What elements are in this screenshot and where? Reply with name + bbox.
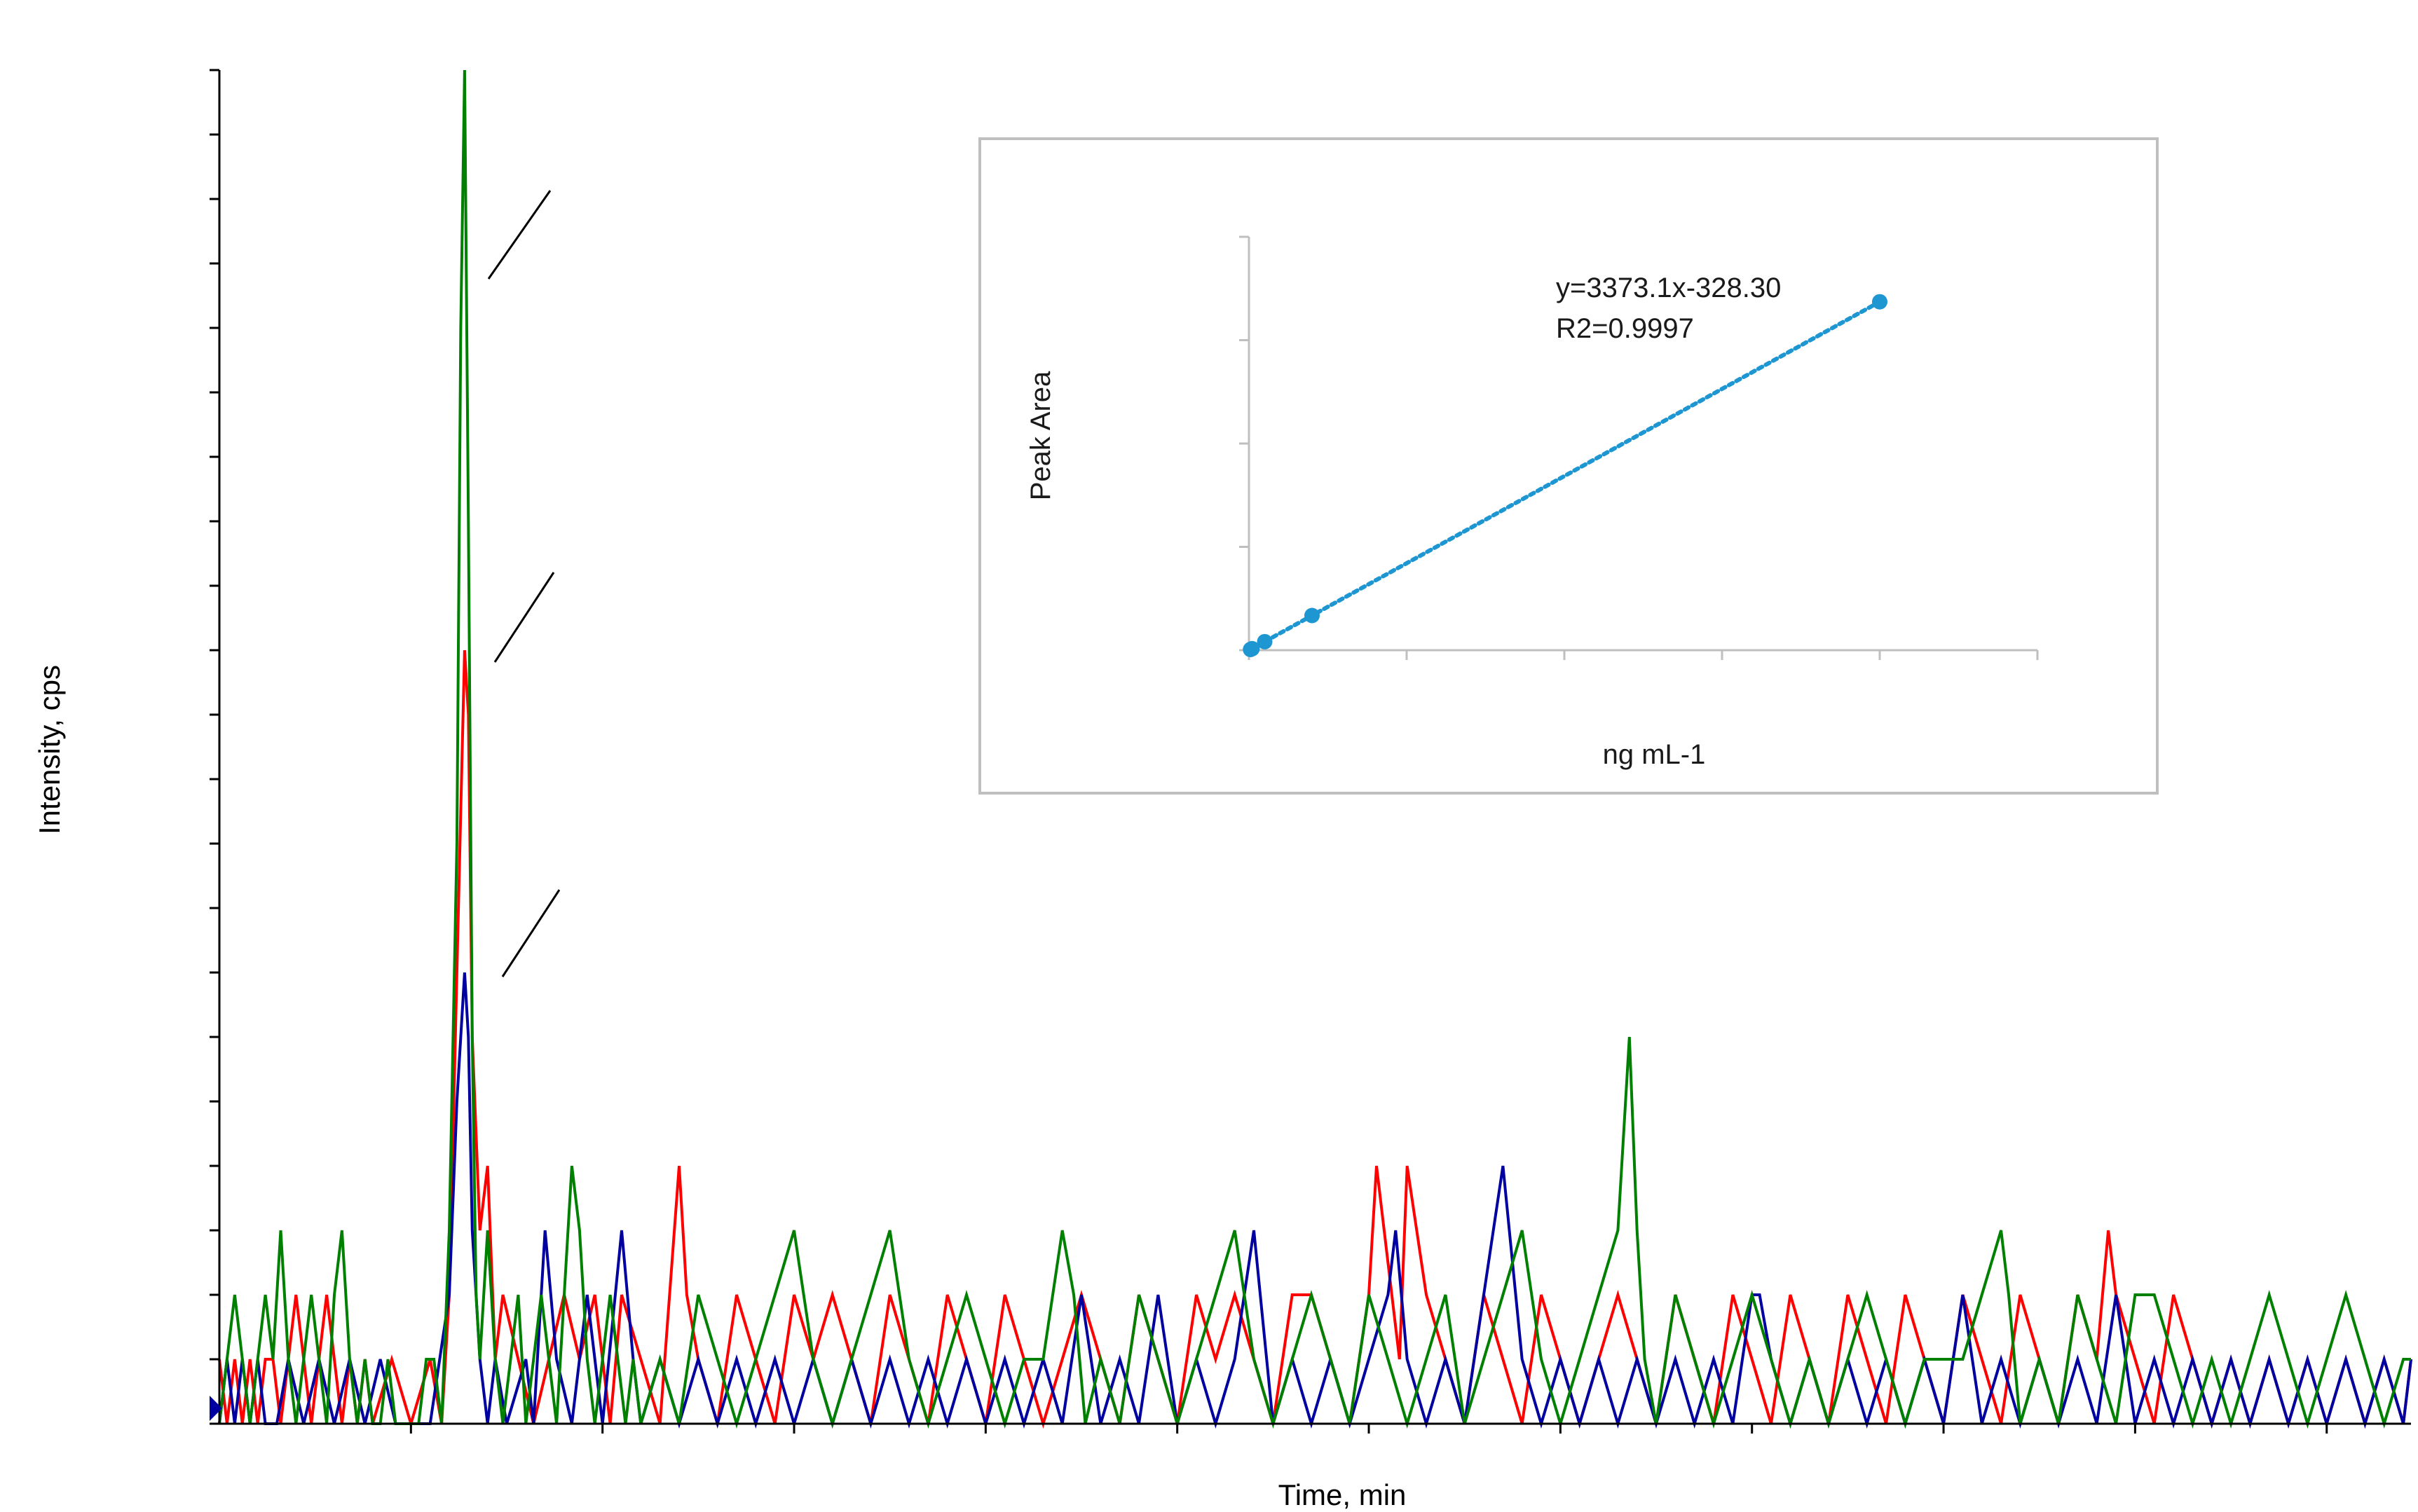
chromatogram-y-axis-label: Intensity, cps: [33, 665, 66, 834]
annotation-leader-cin-3: [501, 889, 561, 977]
chromatogram-annotations: [487, 190, 561, 977]
inset-data-point: [1244, 640, 1260, 657]
inset-trendline-layer: [1248, 299, 1882, 652]
inset-frame: [978, 137, 2159, 795]
calibration-inset: y=3373.1x-328.30 R2=0.9997 ng mL-1 Peak …: [978, 137, 2159, 795]
inset-r2: R2=0.9997: [1556, 313, 1694, 344]
series-line-2: [218, 972, 2412, 1429]
chromatogram-x-axis-label: Time, min: [1278, 1478, 1407, 1511]
baseline-marker-icon: [210, 1396, 222, 1421]
inset-equation: y=3373.1x-328.30: [1556, 273, 1781, 303]
chromatogram-x-ticks: [409, 1424, 2328, 1434]
inset-data-point: [1304, 607, 1320, 624]
inset-y-axis-label: Peak Area: [1025, 371, 1056, 500]
chromatogram-y-ticks: [210, 69, 219, 1425]
annotation-leader-control: [487, 190, 552, 280]
chromatogram-axes: [210, 70, 2411, 1425]
inset-data-point: [1872, 294, 1887, 310]
inset-x-axis-label: ng mL-1: [1603, 739, 1706, 770]
inset-data-point: [1257, 633, 1273, 650]
annotation-leader-cin-1: [493, 572, 555, 663]
chromatogram-plot: Time, min Intensity, cps: [33, 69, 2412, 1511]
inset-points-layer: [1243, 294, 1887, 657]
inset-trendline: [1248, 299, 1882, 652]
